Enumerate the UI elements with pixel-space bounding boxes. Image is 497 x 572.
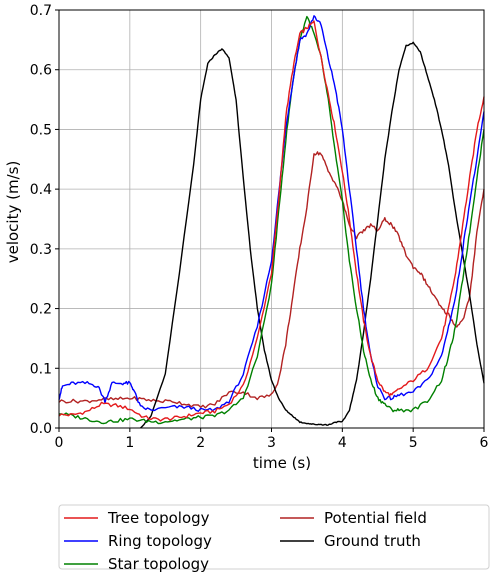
x-tick-label: 0 [55, 435, 64, 451]
x-axis-label: time (s) [253, 454, 311, 472]
x-tick-label: 1 [125, 435, 134, 451]
y-tick-label: 0.0 [30, 421, 52, 437]
x-tick-label: 6 [480, 435, 489, 451]
x-tick-label: 4 [338, 435, 347, 451]
series-line-star-topology [59, 15, 485, 425]
legend-box [58, 504, 490, 570]
y-axis-label: velocity (m/s) [4, 161, 22, 264]
x-axis-ticks: 0 1 2 3 4 5 6 [55, 428, 489, 451]
legend-label: Tree topology [107, 509, 210, 527]
x-tick-label: 3 [267, 435, 276, 451]
y-tick-label: 0.5 [30, 122, 52, 138]
legend-label: Potential field [324, 509, 427, 527]
legend-label: Star topology [108, 555, 209, 572]
y-tick-label: 0.1 [30, 361, 52, 377]
y-axis-ticks: 0.0 0.1 0.2 0.3 0.4 0.5 0.6 0.7 [30, 3, 59, 437]
series-line-potential-field [58, 151, 485, 409]
x-tick-label: 5 [409, 435, 418, 451]
grid-lines [58, 9, 485, 429]
legend-label: Ring topology [108, 532, 212, 550]
y-tick-label: 0.2 [30, 302, 52, 318]
legend-label: Ground truth [324, 532, 421, 550]
series-lines [58, 15, 485, 429]
series-line-ground-truth [140, 41, 485, 429]
series-line-ring-topology [58, 15, 485, 412]
y-tick-label: 0.4 [30, 182, 52, 198]
y-tick-label: 0.6 [30, 63, 52, 79]
y-tick-label: 0.7 [30, 3, 52, 19]
x-tick-label: 2 [196, 435, 205, 451]
series-line-tree-topology [58, 20, 485, 422]
legend: Tree topology Ring topology Star topology P… [58, 504, 490, 572]
y-tick-label: 0.3 [30, 242, 52, 258]
